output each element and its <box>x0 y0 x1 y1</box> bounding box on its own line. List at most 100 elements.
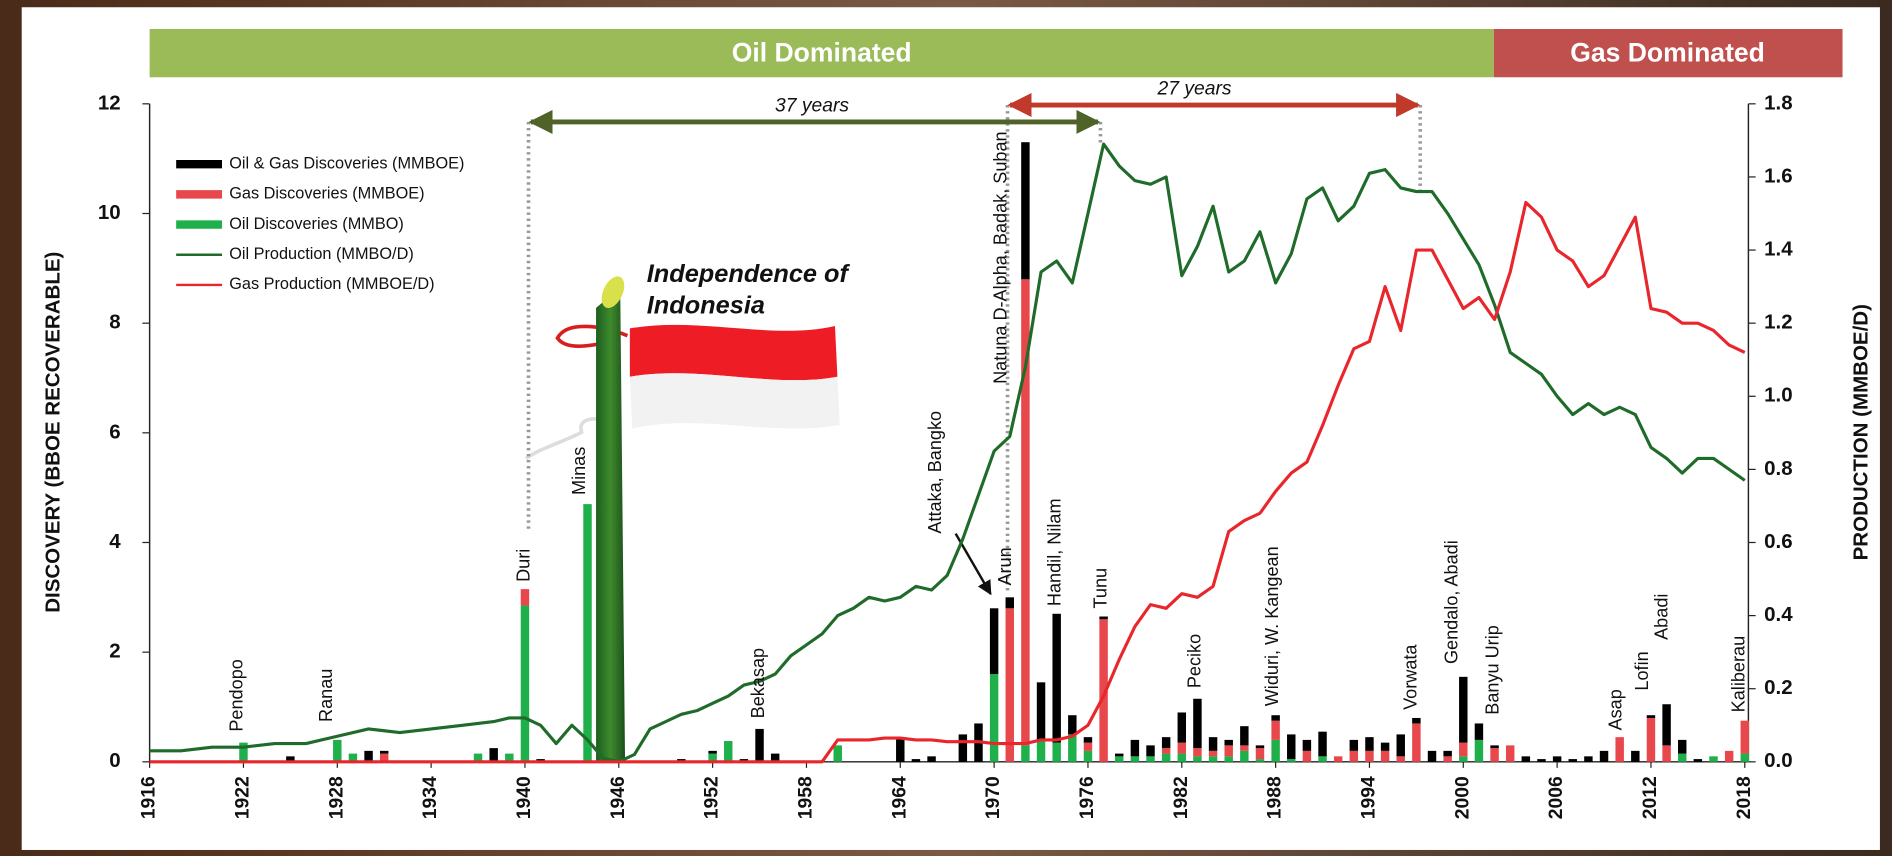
bar-segment <box>1224 739 1233 746</box>
bar-segment <box>1193 756 1202 762</box>
bar-segment <box>348 753 358 762</box>
bar-segment <box>724 740 733 762</box>
bar-segment <box>1318 731 1327 757</box>
bar-segment <box>1052 742 1061 762</box>
bar-segment <box>1146 756 1155 762</box>
bar-segment <box>1083 742 1093 751</box>
bar-segment <box>1224 756 1233 762</box>
bar-segment <box>1161 748 1171 754</box>
bar-segment <box>1380 750 1390 762</box>
flag-illustration <box>524 276 840 761</box>
bar-segment <box>1724 750 1734 762</box>
line-series <box>149 200 1746 764</box>
banner-text: Gas Dominated <box>1570 37 1765 67</box>
bar-segment <box>1115 753 1124 757</box>
y2-tick-label: 1.8 <box>1764 91 1792 114</box>
bar-segment <box>1365 737 1374 751</box>
panel <box>21 7 1880 850</box>
bar-segment <box>770 753 780 762</box>
legend-label: Oil & Gas Discoveries (MMBOE) <box>229 154 464 172</box>
bar-segment <box>1740 720 1750 754</box>
bar-segment <box>489 748 498 762</box>
bar-segment <box>1271 739 1280 762</box>
gas-banner <box>1493 28 1843 78</box>
bar-segment <box>989 608 999 675</box>
bar-segment <box>1161 753 1171 762</box>
discovery-label: Banyu Urip <box>1483 625 1503 715</box>
bar-segment <box>1255 759 1265 762</box>
bar-segment <box>1568 759 1577 762</box>
y2-tick-label: 0.8 <box>1764 457 1792 480</box>
bar-segment <box>1474 723 1484 740</box>
x-tick-label: 1988 <box>1265 776 1286 819</box>
x-tick-label: 1976 <box>1077 776 1098 819</box>
y2-tick-label: 1.6 <box>1764 164 1792 187</box>
bar-segment <box>896 737 905 762</box>
bar-segment <box>1333 756 1343 762</box>
legend-label: Oil Production (MMBO/D) <box>229 245 414 263</box>
bar-segment <box>958 734 968 762</box>
bar-segment <box>379 753 389 762</box>
bar-segment <box>1678 753 1687 762</box>
bar-segment <box>1240 745 1249 751</box>
bar-segment <box>1052 613 1061 743</box>
x-tick-label: 2000 <box>1452 776 1473 819</box>
bar-segment <box>1584 756 1593 762</box>
bar-segment <box>1287 734 1296 760</box>
discovery-label: Ranau <box>316 669 336 722</box>
bar-segment <box>1302 750 1312 762</box>
bar-segment <box>1412 723 1421 762</box>
bar-segment <box>1068 734 1077 762</box>
bar-segment <box>1271 720 1280 740</box>
bar-segment <box>927 756 936 762</box>
discovery-label: Natuna D-Alpha, Badak, Suban <box>990 131 1010 384</box>
bar-segment <box>1678 739 1687 754</box>
bar-segment <box>1631 750 1640 762</box>
discovery-label: Peciko <box>1185 634 1205 688</box>
bar-segment <box>1662 704 1671 746</box>
bar-segment <box>1068 715 1077 735</box>
y2-axis-title: PRODUCTION (MMBOE/D) <box>1849 304 1872 560</box>
bar-segment <box>1021 142 1030 280</box>
bar-segment <box>1505 745 1515 762</box>
line-series <box>149 142 1746 764</box>
bar-segment <box>379 750 389 754</box>
bar-segment <box>1709 756 1718 762</box>
y-tick-label: 10 <box>98 201 121 224</box>
bar-segment <box>1021 745 1030 762</box>
bar-segment <box>286 756 295 762</box>
bar-segment <box>989 674 999 762</box>
bar-segment <box>1208 737 1218 751</box>
bar-segment <box>1662 745 1671 762</box>
bar-segment <box>1099 619 1108 762</box>
x-tick-label: 1958 <box>796 776 817 819</box>
bar-segment <box>1099 616 1108 620</box>
discovery-label: Tunu <box>1090 568 1110 609</box>
bar-segment <box>1208 756 1218 762</box>
y2-tick-label: 0.2 <box>1764 676 1792 699</box>
bar-segment <box>1646 717 1656 762</box>
bar-segment <box>1021 279 1030 746</box>
bar-segment <box>1005 597 1014 609</box>
y2-tick-label: 0.6 <box>1764 530 1792 553</box>
bar-segment <box>1552 756 1562 762</box>
discovery-label: Vorwata <box>1401 644 1421 710</box>
bar-segment <box>239 742 248 762</box>
bar-segment <box>1193 748 1202 757</box>
oil-banner <box>149 28 1494 78</box>
bar-segment <box>1443 750 1452 757</box>
bar-segment <box>1380 742 1390 751</box>
bar-segment <box>1208 750 1218 757</box>
discovery-label: Handil, Nilam <box>1045 498 1065 606</box>
x-tick-label: 2018 <box>1734 776 1755 819</box>
bar-segment <box>473 753 483 762</box>
bar-segment <box>1302 739 1312 751</box>
bar-segment <box>1646 715 1656 718</box>
period-label: 27 years <box>1157 78 1232 99</box>
y2-tick-label: 0.0 <box>1764 749 1792 772</box>
bar-segment <box>1255 745 1265 749</box>
bar-segment <box>1177 753 1187 762</box>
headline: Independence of <box>647 260 851 288</box>
bar-segment <box>1459 676 1468 743</box>
